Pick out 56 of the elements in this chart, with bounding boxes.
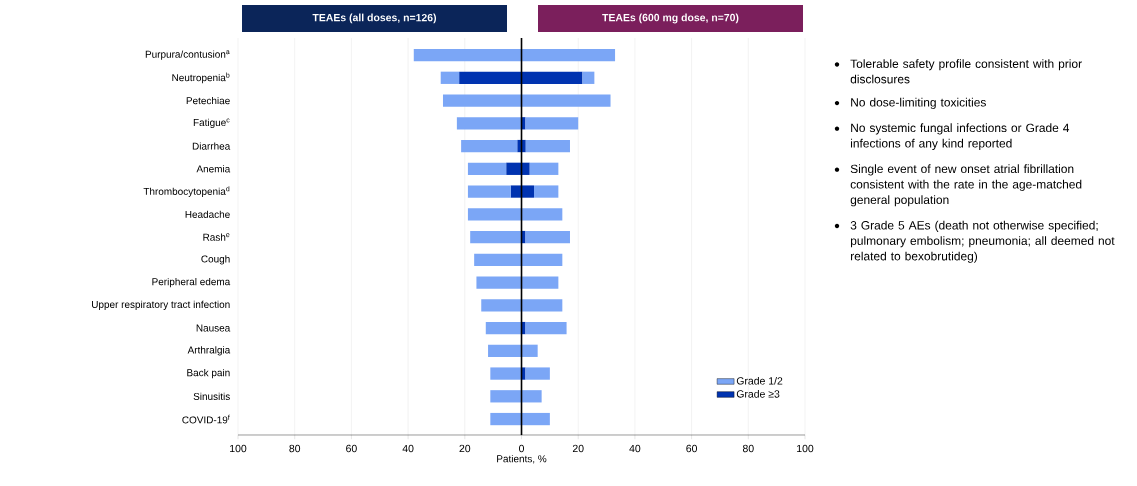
- x-tick-label: 100: [797, 444, 814, 453]
- y-tick-label: Petechiae: [186, 96, 230, 105]
- bar: [490, 367, 522, 380]
- x-tick-label: 20: [572, 444, 584, 453]
- x-tick-label: 40: [629, 444, 641, 453]
- text: Single event of new onset atrial fibrillation consistent with the rate in the age-matched general population: [850, 164, 1082, 207]
- bar: [461, 139, 518, 153]
- y-tick-label: Back pain: [187, 368, 230, 379]
- bar: [525, 321, 567, 335]
- bar: [525, 117, 579, 130]
- bar: [456, 117, 522, 130]
- bar: [517, 139, 522, 153]
- x-tick-label: 60: [686, 444, 698, 453]
- x-tick-label: 40: [402, 444, 414, 453]
- x-axis-title: Patients, %: [497, 455, 547, 464]
- y-tick-label: Neutropenia$^{b}$: [172, 72, 230, 84]
- text: TEAEs (all doses, n=126): [312, 13, 437, 24]
- text: No dose-limiting toxicities: [851, 97, 986, 109]
- y-tick-label: COVID-19$^{f}$: [182, 414, 230, 424]
- bar: [440, 71, 460, 84]
- bar: [582, 71, 595, 84]
- x-tick-label: 80: [742, 444, 754, 453]
- y-tick-label: Sinusitis: [193, 392, 230, 400]
- bar: [485, 321, 522, 335]
- y-tick-label: Fatigue$^{c}$: [193, 118, 230, 129]
- bar: [525, 230, 570, 244]
- y-tick-label: Arthralgia: [187, 346, 231, 356]
- y-tick-label: Diarrhea: [192, 142, 231, 150]
- y-tick-label: Cough: [201, 255, 230, 265]
- text: Tolerable safety profile consistent with prior disclosures: [850, 59, 1082, 84]
- y-tick-label: Rash$^{e}$: [203, 233, 230, 241]
- x-tick-label: 100: [230, 444, 247, 453]
- bar: [521, 139, 526, 153]
- x-tick-label: 0: [519, 444, 525, 453]
- bar: [525, 139, 570, 153]
- y-tick-label: Peripheral edema: [152, 277, 231, 288]
- legend-label: Grade 1/2: [736, 376, 783, 385]
- text: TEAEs (600 mg dose, n=70): [602, 13, 739, 24]
- bar: [533, 185, 559, 198]
- bar: [467, 162, 507, 175]
- text: No systemic fungal infections or Grade 4 infections of any kind reported: [851, 123, 1070, 150]
- bar: [470, 230, 522, 244]
- text: 3 Grade 5 AEs (death not otherwise specified; pulmonary embolism; pneumonia; all deemed not related to bexobrutideg): [850, 220, 1115, 263]
- y-tick-label: Upper respiratory tract infection: [92, 300, 230, 310]
- y-tick-label: Thrombocytopenia$^{d}$: [143, 186, 230, 197]
- bar: [467, 185, 511, 198]
- y-tick-label: Anemia: [196, 165, 231, 173]
- y-tick-label: Purpura/contusion$^{a}$: [145, 50, 230, 60]
- y-tick-label: Nausea: [196, 324, 231, 332]
- y-tick-label: Headache: [185, 210, 230, 218]
- x-tick-label: 20: [459, 444, 471, 453]
- bar: [529, 162, 559, 175]
- x-tick-label: 60: [346, 444, 357, 453]
- x-tick-label: 80: [289, 444, 301, 453]
- legend-label: Grade ≥3: [736, 389, 780, 398]
- bar: [525, 367, 550, 380]
